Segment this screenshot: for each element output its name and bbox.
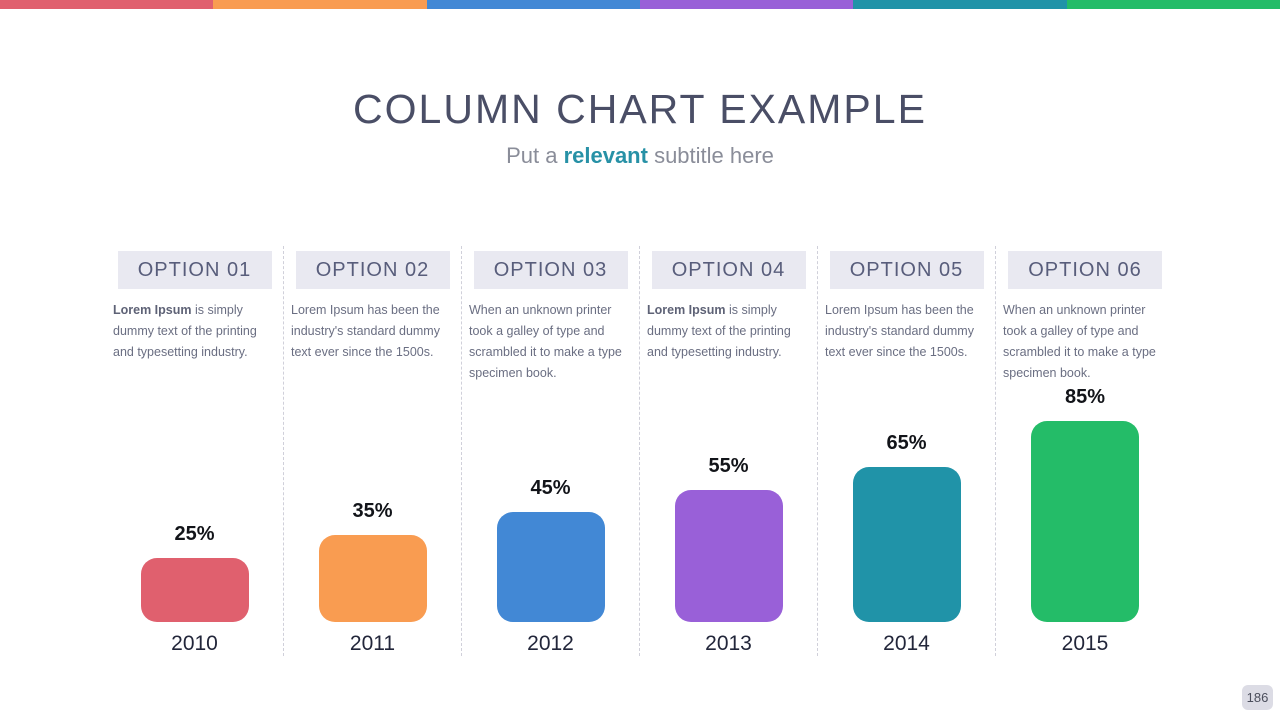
column-bar: [1031, 421, 1139, 622]
option-header: OPTION 03: [473, 251, 628, 289]
page-subtitle: Put a relevant subtitle here: [0, 143, 1280, 169]
subtitle-highlight: relevant: [563, 143, 648, 168]
stripe-segment: [639, 0, 854, 9]
option-description: When an unknown printer took a galley of…: [1003, 300, 1165, 384]
description-text: When an unknown printer took a galley of…: [469, 303, 622, 380]
chart-columns: OPTION 01 Lorem Ipsum is simply dummy te…: [106, 246, 1174, 656]
option-header: OPTION 01: [117, 251, 272, 289]
year-label: 2010: [171, 632, 218, 655]
description-text: Lorem Ipsum has been the industry's stan…: [291, 303, 440, 359]
option-column-6: OPTION 06 When an unknown printer took a…: [996, 246, 1174, 656]
description-text: When an unknown printer took a galley of…: [1003, 303, 1156, 380]
option-column-5: OPTION 05 Lorem Ipsum has been the indus…: [818, 246, 996, 656]
option-description: Lorem Ipsum is simply dummy text of the …: [647, 300, 808, 363]
stripe-segment: [853, 0, 1067, 9]
option-description: When an unknown printer took a galley of…: [469, 300, 630, 384]
subtitle-pre: Put a: [506, 143, 564, 168]
description-lead: Lorem Ipsum: [113, 303, 192, 317]
year-label: 2015: [1061, 632, 1109, 655]
subtitle-post: subtitle here: [647, 143, 774, 168]
page-title: COLUMN CHART EXAMPLE: [353, 86, 927, 132]
option-description: Lorem Ipsum has been the industry's stan…: [291, 300, 452, 363]
bar-value-label: 25%: [174, 523, 215, 545]
stripe-segment: [0, 0, 214, 9]
description-text: Lorem Ipsum has been the industry's stan…: [825, 303, 974, 359]
stripe-segment: [213, 0, 427, 9]
option-column-1: OPTION 01 Lorem Ipsum is simply dummy te…: [106, 246, 284, 656]
bar-value-label: 85%: [1064, 386, 1106, 408]
description-text: is simply dummy text of the printing and…: [113, 303, 257, 359]
option-header: OPTION 02: [295, 251, 450, 289]
column-bar: [318, 535, 427, 622]
column-bar: [674, 490, 783, 622]
option-description: Lorem Ipsum is simply dummy text of the …: [113, 300, 274, 363]
year-label: 2013: [705, 632, 752, 655]
top-accent-stripe: [0, 0, 1280, 9]
bar-value-label: 65%: [886, 432, 927, 454]
column-bar: [140, 558, 249, 622]
bar-value-label: 45%: [530, 477, 571, 499]
description-lead: Lorem Ipsum: [647, 303, 726, 317]
bar-value-label: 35%: [352, 500, 393, 522]
year-label: 2012: [527, 632, 574, 655]
bar-value-label: 55%: [708, 455, 749, 477]
column-bar: [852, 467, 961, 622]
stripe-segment: [426, 0, 640, 9]
option-column-4: OPTION 04 Lorem Ipsum is simply dummy te…: [640, 246, 818, 656]
description-text: is simply dummy text of the printing and…: [647, 303, 791, 359]
year-label: 2011: [349, 632, 396, 655]
option-column-3: OPTION 03 When an unknown printer took a…: [462, 246, 640, 656]
column-bar: [496, 512, 605, 622]
option-description: Lorem Ipsum has been the industry's stan…: [825, 300, 986, 363]
option-header: OPTION 04: [651, 251, 806, 289]
option-column-2: OPTION 02 Lorem Ipsum has been the indus…: [284, 246, 462, 656]
option-header: OPTION 06: [1008, 251, 1162, 289]
year-label: 2014: [883, 632, 930, 655]
option-header: OPTION 05: [829, 251, 984, 289]
page-number-badge: 186: [1242, 685, 1273, 710]
stripe-segment: [1066, 0, 1280, 9]
